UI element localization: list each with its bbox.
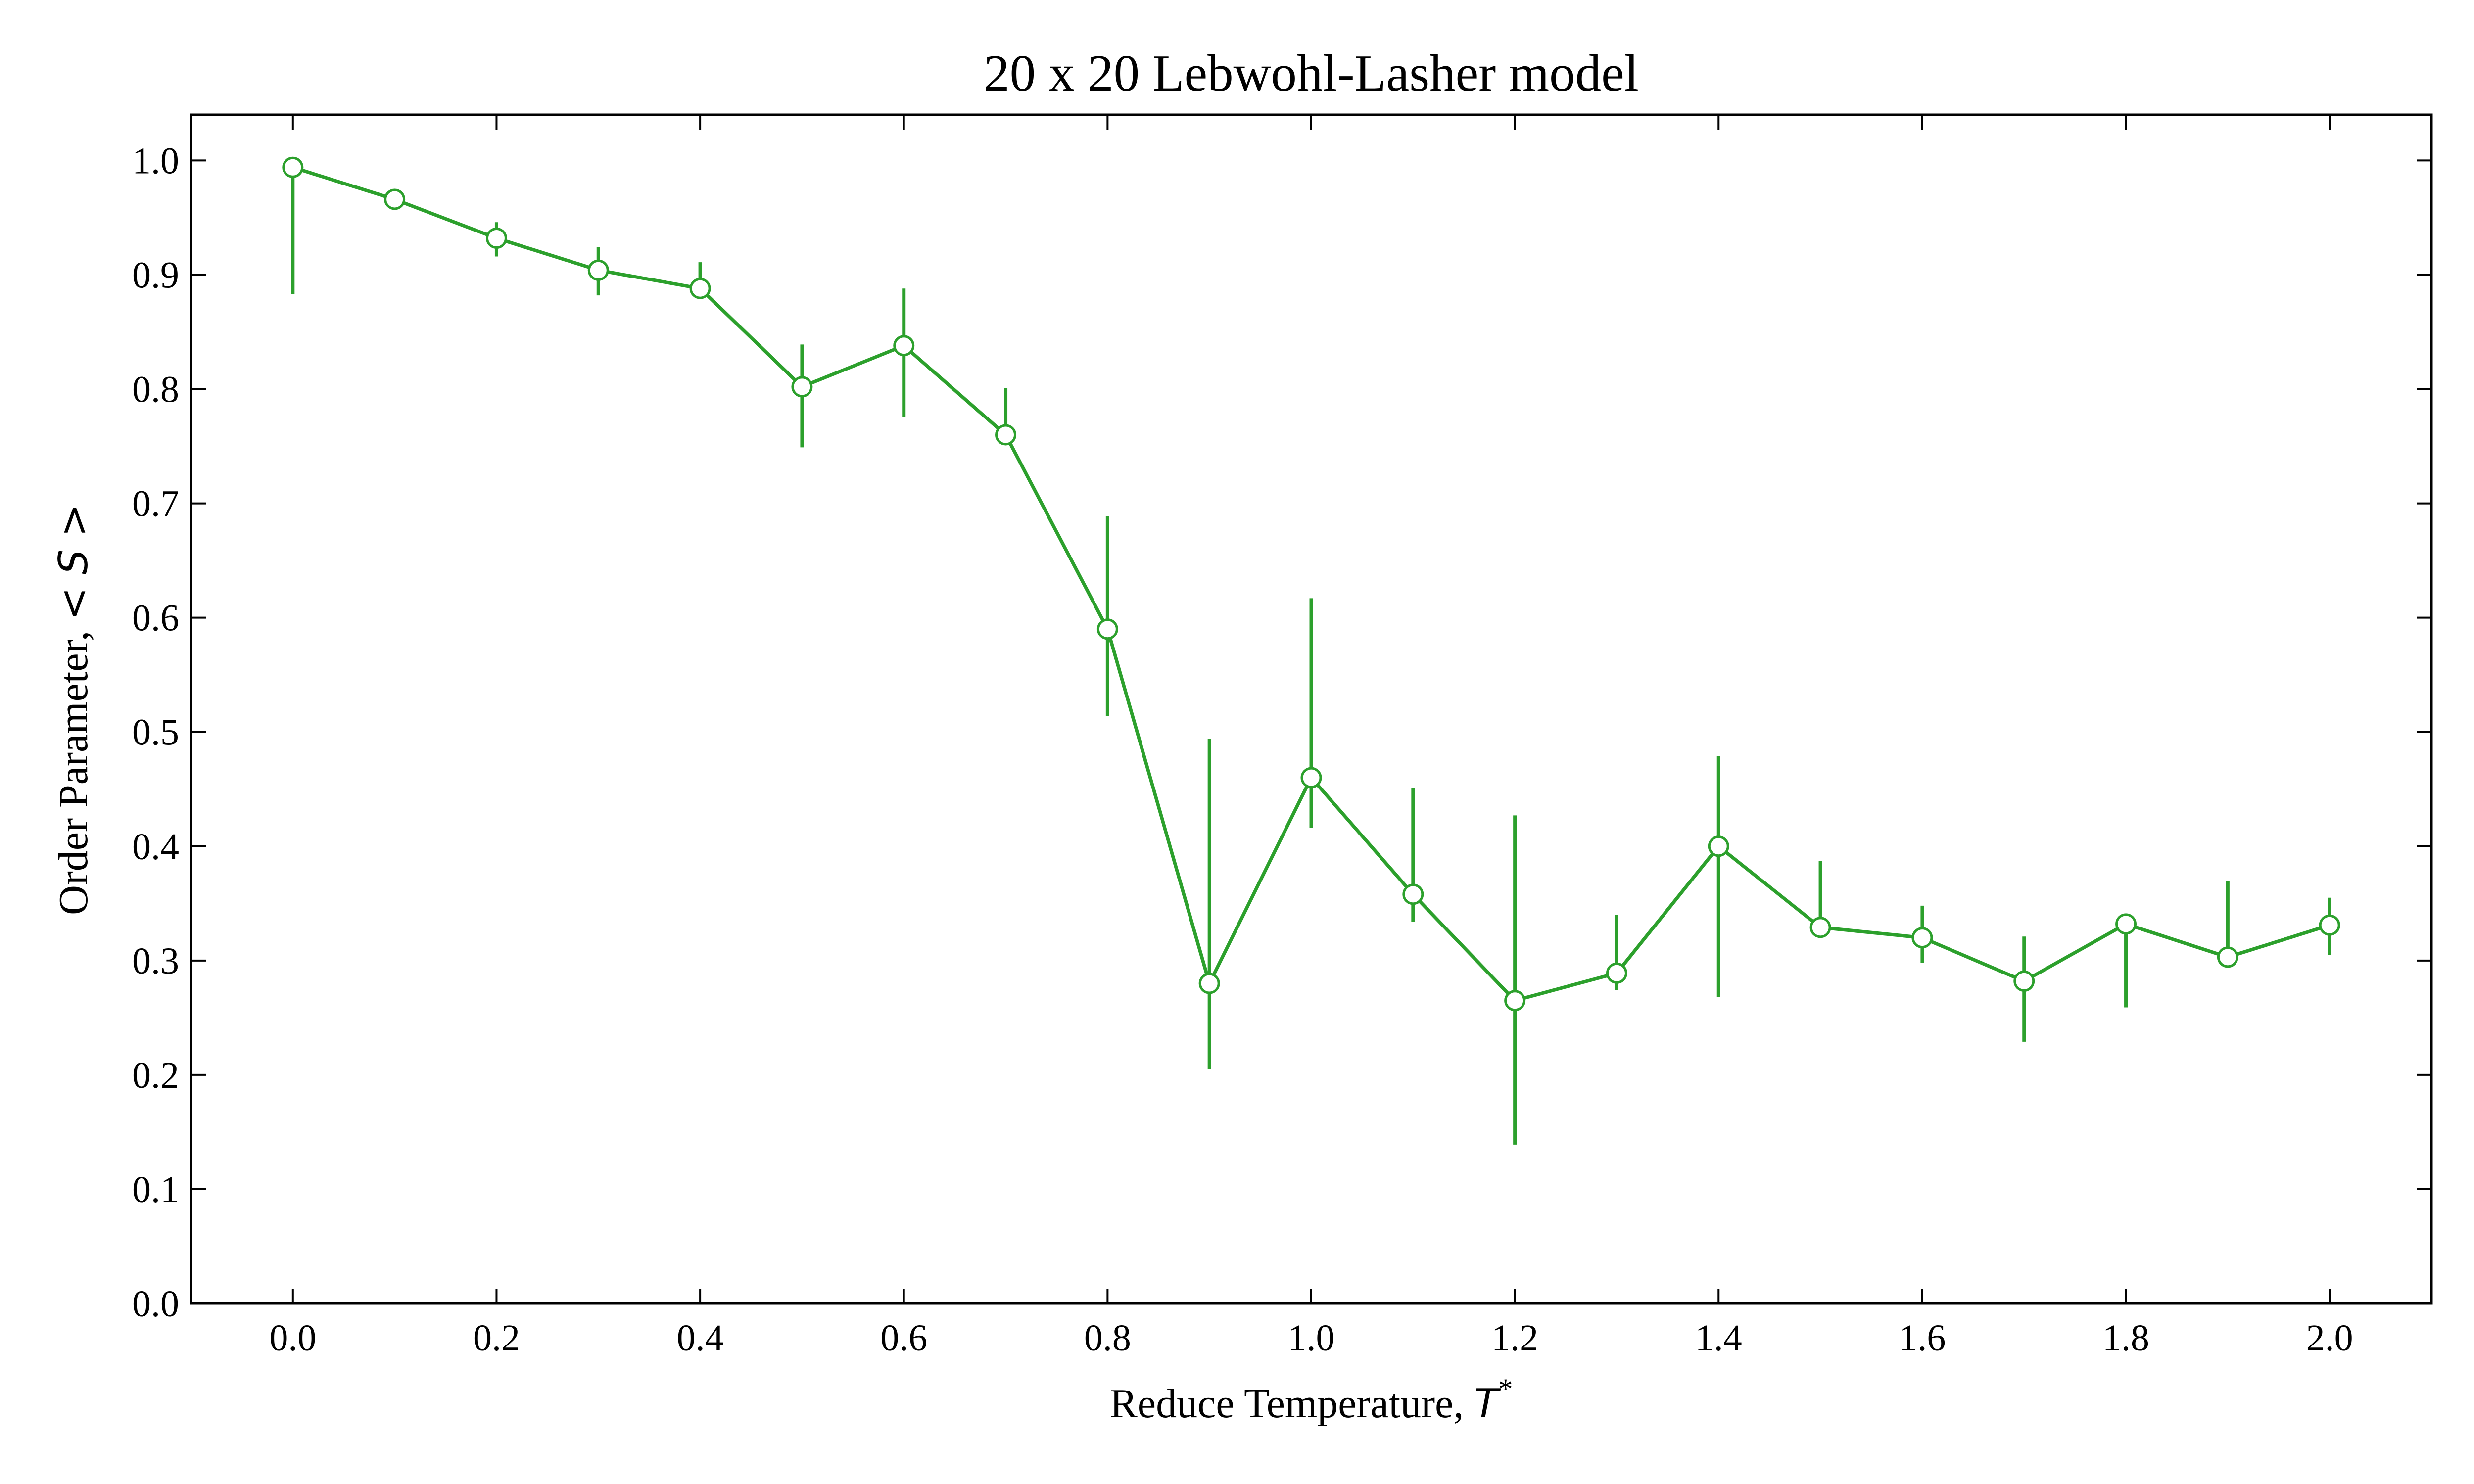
data-point-9 bbox=[1198, 973, 1220, 994]
data-point-13 bbox=[1606, 962, 1627, 984]
y-tick-label-9: 0.9 bbox=[132, 254, 179, 296]
axis-ticks bbox=[191, 115, 2431, 1304]
data-points bbox=[282, 156, 2340, 1012]
x-tick-label-7: 1.4 bbox=[1695, 1317, 1742, 1359]
data-point-7 bbox=[995, 424, 1017, 446]
data-point-12 bbox=[1504, 990, 1526, 1012]
data-point-18 bbox=[2115, 913, 2137, 935]
data-point-0 bbox=[282, 156, 304, 178]
x-tick-label-2: 0.4 bbox=[677, 1317, 724, 1359]
y-axis-label-text: Order Parameter, bbox=[50, 620, 96, 915]
y-axis-label-symbol: < S > bbox=[50, 504, 96, 620]
data-point-5 bbox=[791, 376, 813, 398]
y-tick-label-10: 1.0 bbox=[132, 140, 179, 182]
x-tick-label-8: 1.6 bbox=[1899, 1317, 1946, 1359]
data-point-2 bbox=[485, 228, 507, 249]
x-axis-label: Reduce Temperature, T* bbox=[1110, 1373, 1513, 1427]
data-point-20 bbox=[2319, 914, 2340, 936]
chart-title: 20 x 20 Lebwohl-Lasher model bbox=[984, 44, 1639, 102]
x-tick-label-4: 0.8 bbox=[1084, 1317, 1131, 1359]
tick-labels: 0.0 0.2 0.4 0.6 0.8 1.0 1.2 1.4 1.6 1.8 2.0 0.0 0.1 0… bbox=[132, 140, 2353, 1359]
y-tick-label-8: 0.8 bbox=[132, 369, 179, 411]
x-tick-label-6: 1.2 bbox=[1491, 1317, 1538, 1359]
x-axis-label-text: Reduce Temperature, bbox=[1110, 1381, 1475, 1427]
data-point-10 bbox=[1300, 767, 1322, 788]
data-point-17 bbox=[2013, 970, 2035, 992]
data-point-14 bbox=[1708, 835, 1729, 857]
x-tick-label-0: 0.0 bbox=[269, 1317, 316, 1359]
y-tick-label-6: 0.6 bbox=[132, 598, 179, 639]
data-point-8 bbox=[1096, 618, 1118, 640]
x-tick-label-9: 1.8 bbox=[2102, 1317, 2149, 1359]
x-tick-label-5: 1.0 bbox=[1288, 1317, 1335, 1359]
x-tick-label-3: 0.6 bbox=[880, 1317, 927, 1359]
x-axis-label-superscript: * bbox=[1498, 1373, 1513, 1405]
y-tick-label-7: 0.7 bbox=[132, 483, 179, 525]
data-point-1 bbox=[384, 188, 406, 210]
x-axis-label-symbol: T bbox=[1474, 1381, 1501, 1427]
data-point-16 bbox=[1911, 927, 1933, 949]
data-point-3 bbox=[587, 259, 609, 281]
y-tick-label-1: 0.1 bbox=[132, 1169, 179, 1210]
x-tick-label-10: 2.0 bbox=[2306, 1317, 2353, 1359]
y-tick-label-5: 0.5 bbox=[132, 712, 179, 753]
y-tick-label-3: 0.3 bbox=[132, 940, 179, 982]
x-tick-label-1: 0.2 bbox=[473, 1317, 520, 1359]
y-tick-label-2: 0.2 bbox=[132, 1055, 179, 1096]
y-tick-label-4: 0.4 bbox=[132, 826, 179, 868]
data-point-4 bbox=[689, 278, 711, 299]
data-point-15 bbox=[1809, 917, 1831, 938]
y-tick-label-0: 0.0 bbox=[132, 1283, 179, 1325]
data-point-6 bbox=[893, 335, 915, 357]
data-point-19 bbox=[2217, 946, 2238, 968]
data-point-11 bbox=[1402, 883, 1424, 905]
y-axis-label: Order Parameter, < S > bbox=[50, 504, 96, 915]
